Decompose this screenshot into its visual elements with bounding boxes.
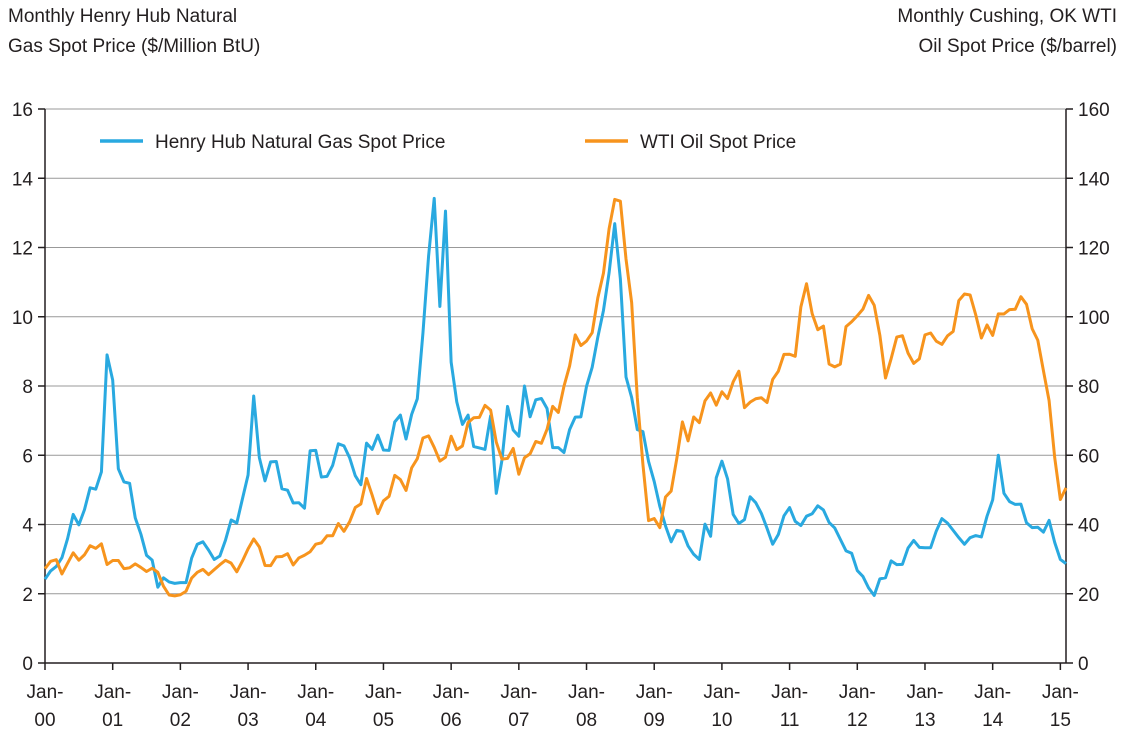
legend-label: Henry Hub Natural Gas Spot Price — [155, 132, 445, 153]
x-tick-label-part: Jan- — [703, 682, 740, 703]
x-tick-label: Jan- 13 — [906, 682, 943, 730]
x-tick-label: Jan- 04 — [297, 682, 334, 730]
x-tick-label-part: 09 — [644, 710, 665, 730]
series-line — [43, 196, 1067, 597]
x-tick-label-part: Jan- — [974, 682, 1011, 703]
y2-tick-label: 40 — [1078, 516, 1099, 537]
x-tick-label: Jan- 07 — [500, 682, 537, 730]
y-axis-title: Gas Spot Price ($/Million BtU) — [8, 36, 260, 57]
y2-tick-label: 140 — [1078, 169, 1110, 190]
x-tick-label-part: Jan- — [433, 682, 470, 703]
y2-tick-label: 20 — [1078, 585, 1099, 606]
x-tick-label-part: Jan- — [94, 682, 131, 703]
x-tick-label-part: 10 — [711, 710, 732, 730]
y2-tick-label: 100 — [1078, 308, 1110, 329]
x-tick-label-part: 11 — [780, 710, 800, 730]
y2-tick-label: 120 — [1078, 239, 1110, 260]
x-tick-label-part: 15 — [1050, 710, 1071, 730]
legend-label: WTI Oil Spot Price — [640, 132, 796, 153]
x-tick-label-part: 06 — [441, 710, 462, 730]
x-tick-label-part: 08 — [576, 710, 597, 730]
x-tick-label: Jan- 01 — [94, 682, 131, 730]
x-tick-label-part: 00 — [34, 710, 55, 730]
x-tick-label-part: Jan- — [162, 682, 199, 703]
series-line — [43, 197, 1068, 598]
x-tick-label-part: 12 — [847, 710, 868, 730]
x-tick-label-part: Jan- — [839, 682, 876, 703]
y-tick-label: 4 — [22, 516, 33, 537]
x-tick-label-part: Jan- — [1042, 682, 1079, 703]
x-tick-label: Jan- 05 — [365, 682, 402, 730]
x-tick-label-part: Jan- — [568, 682, 605, 703]
x-tick-label-part: 13 — [914, 710, 935, 730]
x-tick-label-part: Jan- — [771, 682, 808, 703]
x-tick-label: Jan- 12 — [839, 682, 876, 730]
x-tick-label: Jan- 00 — [27, 682, 64, 730]
y2-tick-label: 160 — [1078, 100, 1110, 121]
x-tick-label: Jan- 11 — [771, 682, 808, 730]
y-tick-label: 14 — [12, 169, 34, 190]
x-tick-label: Jan- 08 — [568, 682, 605, 730]
y2-tick-label: 60 — [1078, 446, 1099, 467]
x-tick-label: Jan- 10 — [703, 682, 740, 730]
x-tick-label: Jan- 14 — [974, 682, 1011, 730]
x-tick-label-part: Jan- — [365, 682, 402, 703]
x-tick-label-part: 14 — [982, 710, 1004, 730]
x-tick-label-part: 05 — [373, 710, 394, 730]
y-tick-label: 10 — [12, 308, 33, 329]
y-axis-title: Monthly Henry Hub Natural — [8, 6, 237, 27]
y2-tick-label: 80 — [1078, 377, 1099, 398]
x-tick-label-part: 07 — [508, 710, 529, 730]
x-tick-label-part: Jan- — [500, 682, 537, 703]
y-tick-label: 2 — [22, 585, 33, 606]
y-tick-label: 16 — [12, 100, 33, 121]
x-tick-label-part: 02 — [170, 710, 191, 730]
y-tick-label: 8 — [22, 377, 33, 398]
x-tick-label-part: Jan- — [906, 682, 943, 703]
x-tick-label-part: Jan- — [636, 682, 673, 703]
y-tick-label: 6 — [22, 446, 33, 467]
x-tick-label: Jan- 15 — [1042, 682, 1079, 730]
y-tick-label: 0 — [22, 654, 33, 675]
x-tick-label: Jan- 06 — [433, 682, 470, 730]
x-tick-label-part: 04 — [305, 710, 327, 730]
x-tick-label-part: Jan- — [230, 682, 267, 703]
x-tick-label: Jan- 09 — [636, 682, 673, 730]
x-tick-label-part: Jan- — [297, 682, 334, 703]
y2-axis-title: Oil Spot Price ($/barrel) — [918, 36, 1117, 57]
x-tick-label-part: 03 — [238, 710, 259, 730]
x-tick-label: Jan- 02 — [162, 682, 199, 730]
y-tick-label: 12 — [12, 239, 33, 260]
x-tick-label-part: 01 — [102, 710, 123, 730]
x-tick-label: Jan- 03 — [230, 682, 267, 730]
y2-tick-label: 0 — [1078, 654, 1089, 675]
y2-axis-title: Monthly Cushing, OK WTI — [897, 6, 1117, 27]
x-tick-label-part: Jan- — [27, 682, 64, 703]
